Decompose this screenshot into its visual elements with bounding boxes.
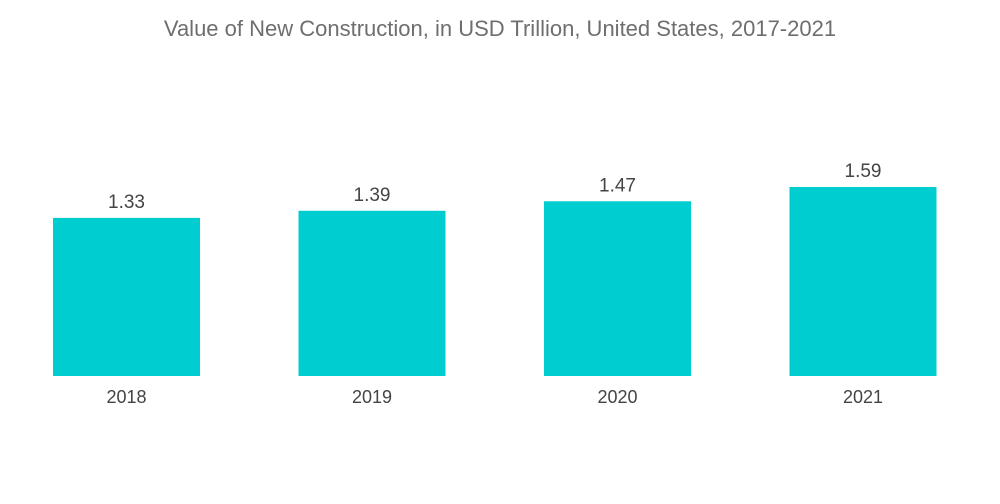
x-axis-ticks-group: 2018 2019 2020 2021 [106, 387, 883, 407]
bar-2020 [544, 201, 691, 376]
bars-group [53, 187, 937, 376]
x-tick-2019: 2019 [352, 387, 392, 407]
x-tick-2020: 2020 [597, 387, 637, 407]
value-labels-group: 1.33 1.39 1.47 1.59 [108, 161, 881, 213]
x-tick-2021: 2021 [843, 387, 883, 407]
bar-2018 [53, 217, 200, 376]
bar-2021 [789, 187, 937, 376]
value-label-2021: 1.59 [845, 161, 882, 182]
x-tick-2018: 2018 [106, 387, 146, 407]
value-label-2020: 1.47 [599, 175, 636, 196]
value-label-2018: 1.33 [108, 192, 145, 213]
bar-2019 [298, 210, 446, 376]
value-label-2019: 1.39 [354, 185, 391, 206]
chart-title: Value of New Construction, in USD Trilli… [163, 16, 837, 41]
